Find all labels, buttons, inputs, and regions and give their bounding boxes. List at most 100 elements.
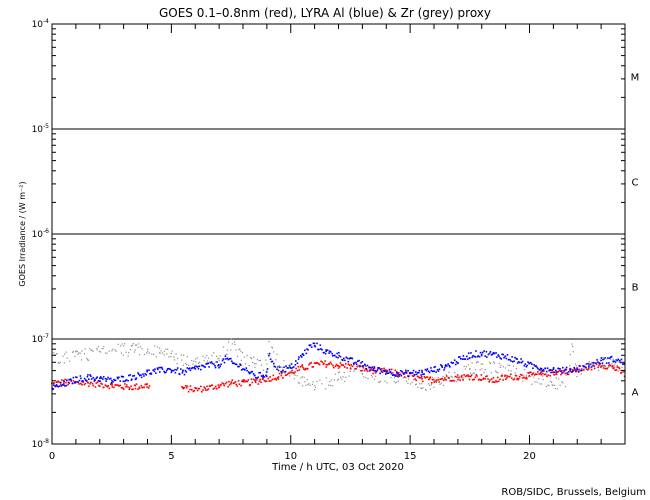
data-point [433,366,435,369]
credit-label: ROB/SIDC, Brussels, Belgium [501,487,646,498]
data-point [115,350,117,352]
data-point [563,369,565,372]
data-point [56,353,58,355]
x-tick-label: 20 [523,451,536,462]
data-point [142,373,144,375]
data-point [341,378,343,380]
data-point [506,354,509,356]
data-point [182,369,184,372]
data-point [230,338,232,340]
data-point [359,365,362,367]
data-point [361,361,364,363]
data-point [107,376,109,379]
data-point [248,365,250,367]
data-point [231,379,234,381]
data-point [169,368,171,370]
data-point [421,371,423,374]
data-point [394,369,396,372]
data-point [186,356,188,358]
data-point [226,349,228,351]
data-point [140,374,142,376]
data-point [251,381,254,384]
data-point [154,368,156,370]
data-point [535,365,537,367]
data-point [587,362,590,365]
data-point [102,348,104,350]
data-point [202,389,204,391]
data-point [295,367,297,370]
data-point [530,371,532,374]
data-point [509,365,511,367]
data-point [381,368,383,370]
data-point [244,381,246,383]
data-point [621,367,623,369]
data-point [586,368,588,371]
data-point [203,365,205,368]
data-point [618,367,621,370]
data-point [143,353,146,356]
data-point [277,376,280,378]
data-point [580,373,582,375]
data-point [603,358,605,360]
data-point [489,351,492,353]
data-point [206,389,209,391]
data-point [89,382,91,385]
data-point [87,374,89,376]
data-point [83,353,85,355]
data-point [615,369,618,371]
data-point [504,355,507,358]
data-point [213,352,215,354]
data-point [601,362,604,364]
data-point [160,350,162,352]
data-point [176,363,178,365]
data-point [211,355,213,357]
data-point [70,379,73,382]
data-point [281,366,283,368]
data-point [271,346,273,348]
data-point [454,372,456,374]
data-point [255,377,257,379]
data-point [202,364,204,367]
data-point [502,366,504,368]
data-point [84,379,87,381]
data-point [615,359,617,361]
data-point [548,369,551,372]
data-point [437,379,440,381]
data-point [429,388,432,390]
data-point [462,355,465,357]
data-point [365,369,368,371]
data-point [474,369,477,371]
data-point [582,365,584,367]
data-point [272,347,274,349]
data-point [325,363,327,366]
data-point [256,377,259,379]
data-point [589,367,592,369]
data-point [415,371,417,373]
data-point [77,381,79,383]
data-point [438,382,440,384]
data-point [528,375,530,377]
data-point [371,366,374,369]
data-point [512,365,514,367]
data-point [244,363,247,365]
data-point [198,387,200,390]
data-point [155,356,157,358]
data-point [73,382,76,384]
data-point [434,365,437,368]
data-point [482,377,485,379]
data-point [420,376,422,379]
data-point [118,385,120,387]
data-point [106,386,109,388]
data-point [448,377,450,379]
data-point [88,359,90,361]
data-point [325,350,327,352]
data-point [102,378,104,380]
data-point [231,360,233,363]
data-point [311,383,314,385]
data-point [484,369,486,371]
data-point [573,366,575,369]
data-point [288,364,291,367]
data-point [503,374,505,376]
data-point [244,369,246,371]
data-point [439,378,442,380]
